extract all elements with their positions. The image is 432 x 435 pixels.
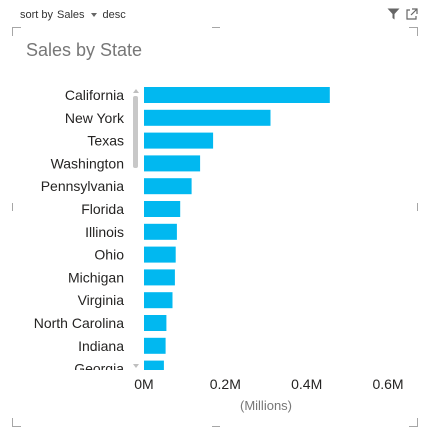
bar-texas[interactable] — [144, 132, 214, 149]
category-label: Pennsylvania — [41, 178, 124, 194]
frame-corner — [12, 27, 21, 36]
bar-north-carolina[interactable] — [144, 315, 167, 331]
chevron-down-icon[interactable] — [90, 13, 97, 17]
x-tick-label: 0.6M — [372, 376, 403, 392]
x-tick-label: 0.2M — [210, 376, 241, 392]
category-label: Washington — [51, 155, 124, 171]
sort-order[interactable]: desc — [102, 9, 126, 21]
frame-corner — [409, 27, 418, 36]
resize-handle[interactable] — [212, 27, 220, 28]
frame-corner — [409, 418, 418, 427]
x-axis-label: (Millions) — [240, 398, 292, 413]
bar-indiana[interactable] — [144, 337, 166, 354]
category-label: Indiana — [78, 338, 124, 354]
category-label: California — [65, 87, 124, 103]
sort-field[interactable]: Sales — [57, 9, 85, 21]
frame-corner — [12, 418, 21, 427]
x-tick-label: 0M — [134, 376, 153, 392]
bar-illinois[interactable] — [144, 223, 177, 240]
sort-control[interactable]: sort by Sales desc — [20, 7, 126, 23]
category-label: New York — [65, 110, 125, 126]
resize-handle[interactable] — [417, 203, 418, 211]
category-label: Michigan — [68, 269, 124, 285]
bar-virginia[interactable] — [144, 292, 173, 309]
scroll-up-icon[interactable] — [133, 89, 139, 93]
category-label: Ohio — [94, 247, 124, 263]
focus-mode-icon[interactable] — [406, 8, 418, 20]
category-label: Illinois — [85, 224, 124, 240]
chart-title: Sales by State — [26, 40, 143, 60]
scrollbar-thumb[interactable] — [133, 96, 138, 168]
resize-handle[interactable] — [212, 426, 220, 427]
bar-california[interactable] — [144, 87, 330, 103]
sort-by-label: sort by — [20, 9, 54, 21]
bar-ohio[interactable] — [144, 246, 176, 263]
filter-icon[interactable] — [387, 8, 400, 20]
category-label: Georgia — [74, 361, 124, 377]
bar-new-york[interactable] — [144, 109, 271, 126]
bar-washington[interactable] — [144, 155, 201, 172]
bar-pennsylvania[interactable] — [144, 178, 192, 195]
category-label: Texas — [87, 133, 124, 149]
scroll-down-icon[interactable] — [133, 364, 139, 368]
category-label: Florida — [81, 201, 124, 217]
bar-georgia[interactable] — [144, 360, 164, 377]
bar-michigan[interactable] — [144, 269, 175, 286]
category-label: Virginia — [78, 292, 125, 308]
x-tick-label: 0.4M — [291, 376, 322, 392]
bar-florida[interactable] — [144, 201, 181, 217]
category-label: North Carolina — [34, 315, 124, 331]
resize-handle[interactable] — [12, 203, 13, 211]
visual-header — [387, 8, 418, 20]
visual-frame — [12, 27, 418, 427]
